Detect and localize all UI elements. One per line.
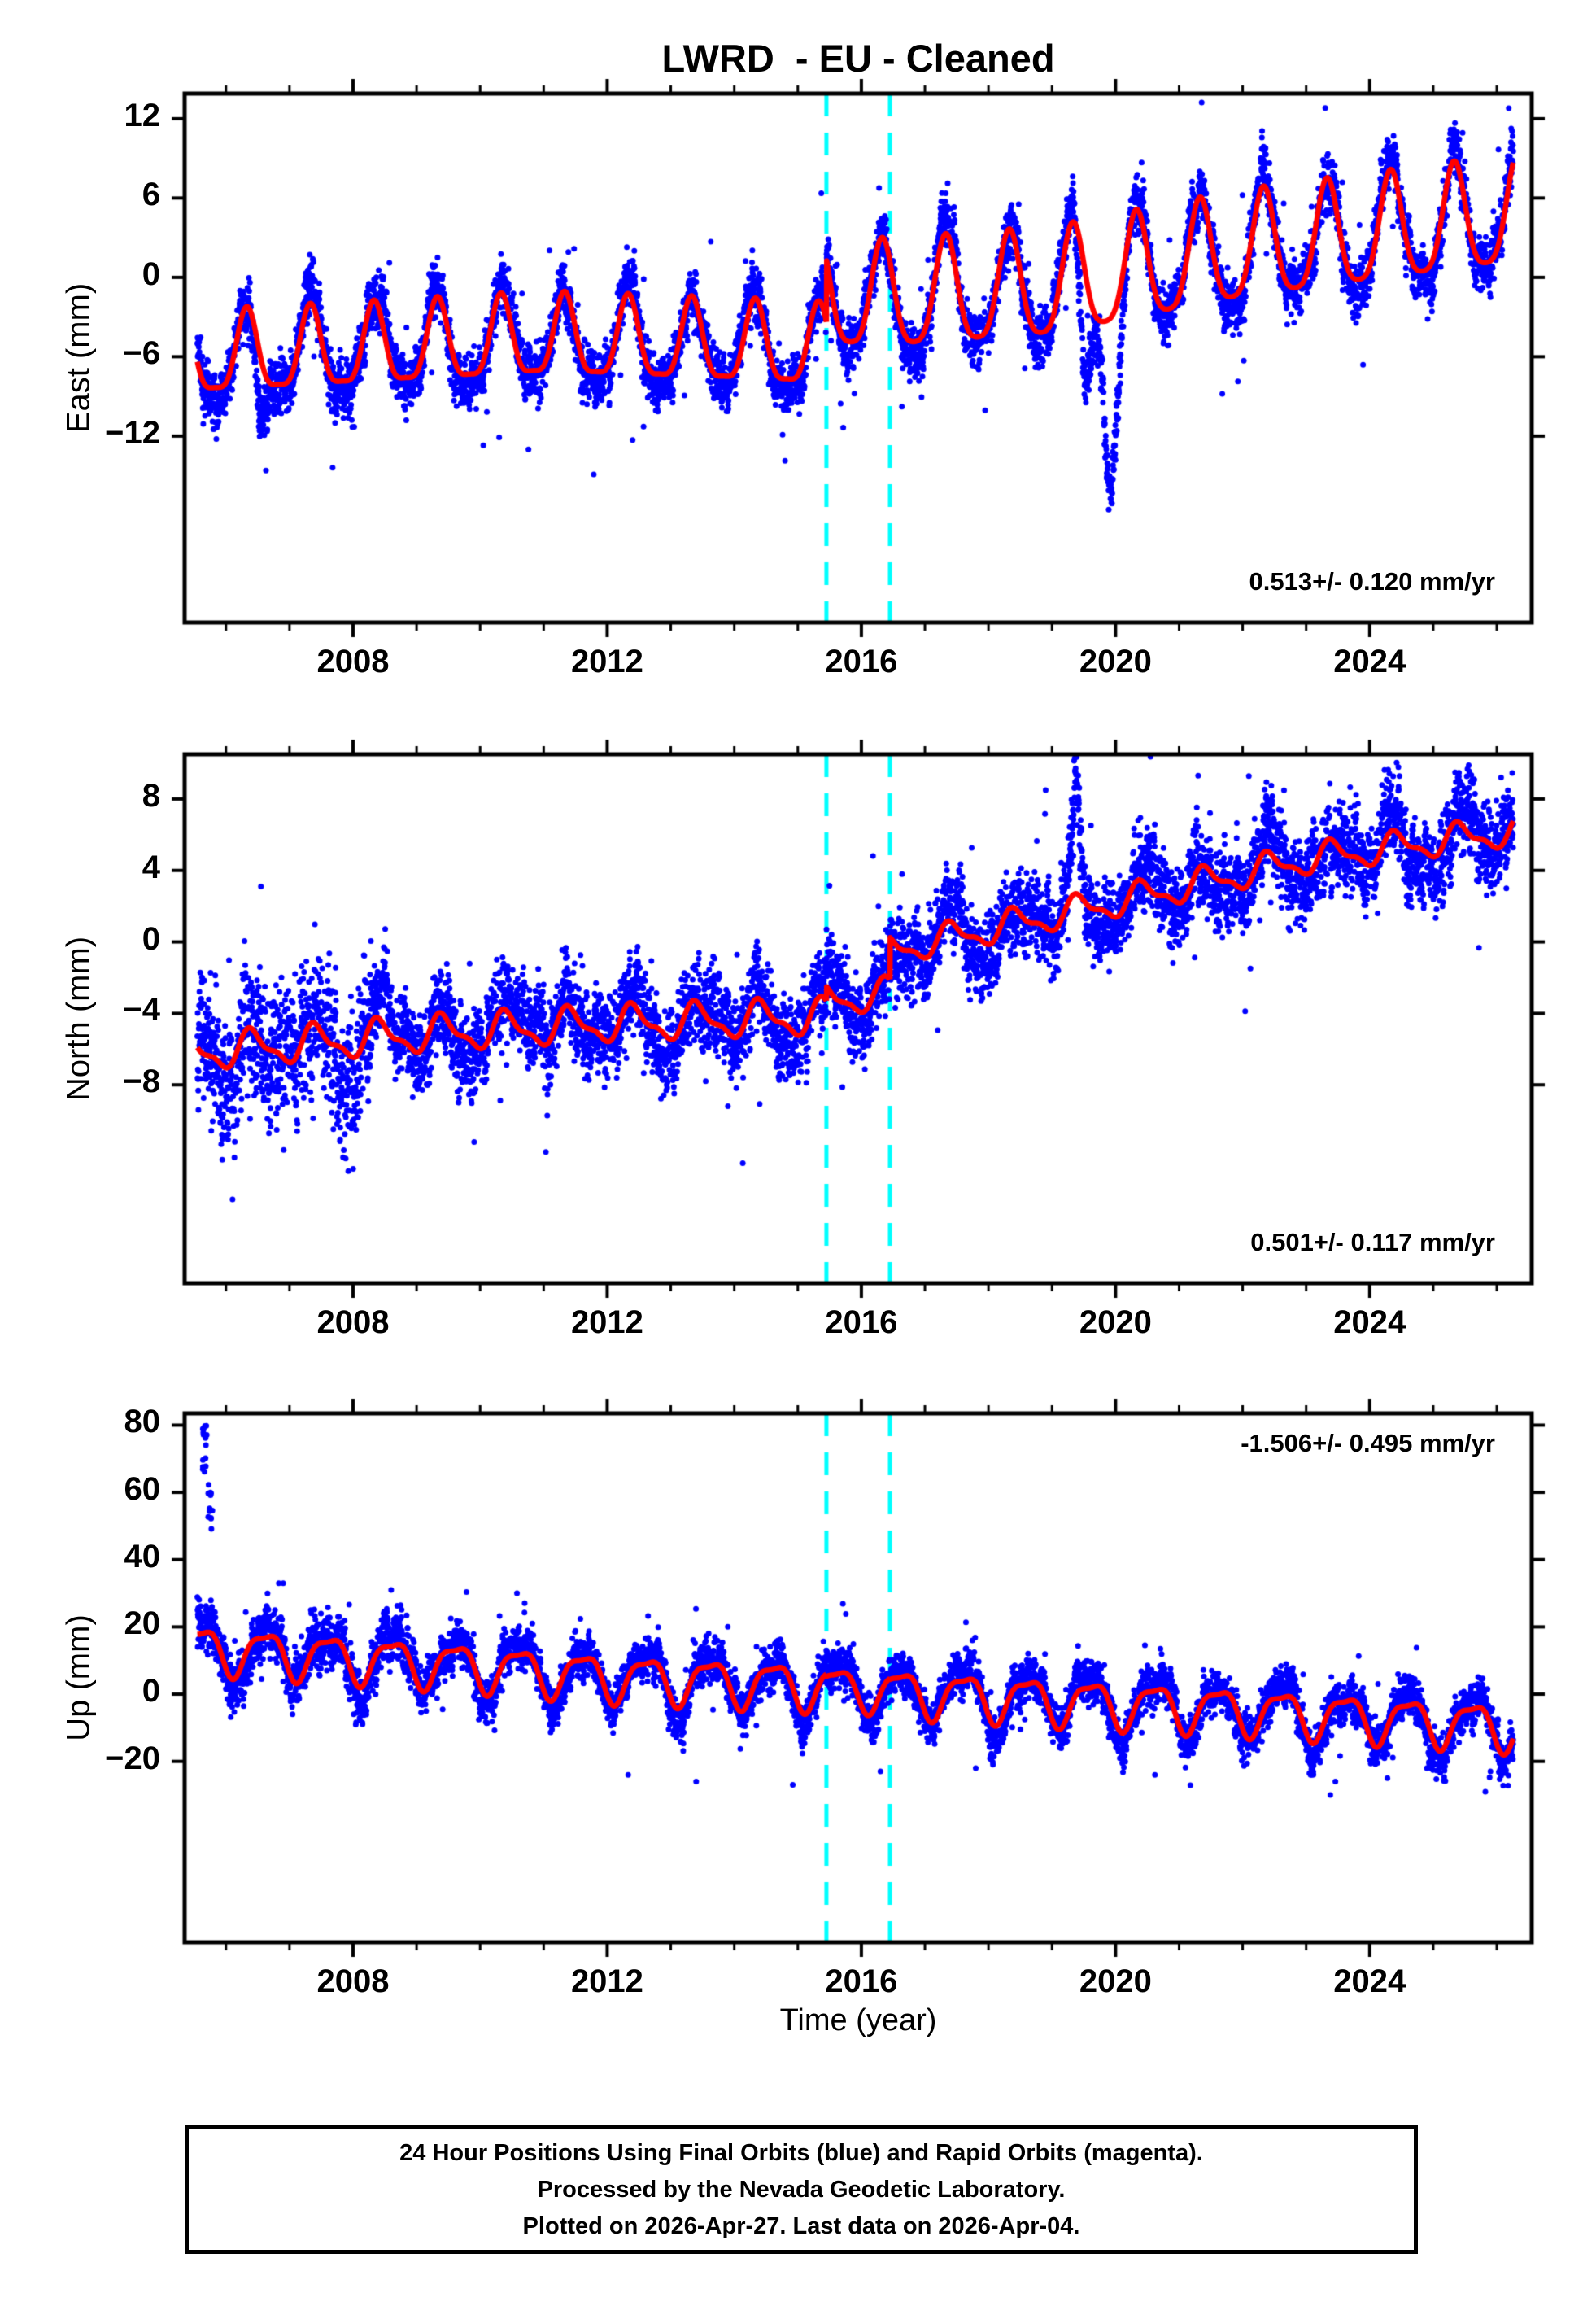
up-panel-canvas	[160, 1389, 1556, 1967]
x-tick-label: 2024	[1333, 1304, 1406, 1340]
x-tick-label: 2020	[1079, 1963, 1152, 1999]
caption-line-3: Plotted on 2026-Apr-27. Last data on 202…	[522, 2212, 1080, 2239]
east-rate-annotation: 0.513+/- 0.120 mm/yr	[1249, 567, 1495, 596]
y-tick-label: 80	[124, 1404, 161, 1440]
x-tick-label: 2008	[316, 1963, 390, 1999]
y-tick-label: 0	[142, 255, 160, 292]
y-tick-label: 4	[142, 849, 160, 885]
x-tick-label: 2024	[1333, 644, 1406, 679]
caption-line-2: Processed by the Nevada Geodetic Laborat…	[537, 2176, 1066, 2203]
x-tick-label: 2016	[825, 1304, 898, 1340]
y-tick-label: −4	[123, 992, 160, 1029]
x-tick-label: 2012	[570, 1963, 643, 1999]
x-tick-label: 2016	[825, 1963, 898, 1999]
x-tick-label: 2024	[1333, 1963, 1406, 1999]
caption-box: 24 Hour Positions Using Final Orbits (bl…	[185, 2125, 1418, 2254]
north-rate-annotation: 0.501+/- 0.117 mm/yr	[1250, 1228, 1495, 1256]
east-panel-canvas	[160, 69, 1556, 647]
x-tick-label: 2020	[1079, 1304, 1152, 1340]
y-tick-label: 40	[124, 1538, 161, 1574]
y-tick-label: −6	[123, 335, 160, 372]
y-tick-label: 0	[142, 1673, 160, 1710]
x-axis-label: Time (year)	[779, 2003, 937, 2037]
y-tick-label: 20	[124, 1605, 161, 1642]
y-tick-label: 12	[124, 97, 161, 133]
north-panel-canvas	[160, 730, 1556, 1308]
x-tick-label: 2008	[316, 644, 390, 679]
y-tick-label: 8	[142, 777, 160, 814]
x-tick-label: 2020	[1079, 644, 1152, 679]
x-tick-label: 2008	[316, 1304, 390, 1340]
y-tick-label: −8	[123, 1063, 160, 1100]
up-rate-annotation: -1.506+/- 0.495 mm/yr	[1241, 1429, 1495, 1457]
x-tick-label: 2012	[570, 1304, 643, 1340]
y-tick-label: −20	[105, 1740, 160, 1776]
y-tick-label: 6	[142, 177, 160, 213]
y-tick-label: 60	[124, 1471, 161, 1508]
x-tick-label: 2016	[825, 644, 898, 679]
x-tick-label: 2012	[570, 644, 643, 679]
caption-line-1: 24 Hour Positions Using Final Orbits (bl…	[399, 2139, 1203, 2166]
y-tick-label: −12	[105, 414, 160, 451]
y-tick-label: 0	[142, 920, 160, 957]
